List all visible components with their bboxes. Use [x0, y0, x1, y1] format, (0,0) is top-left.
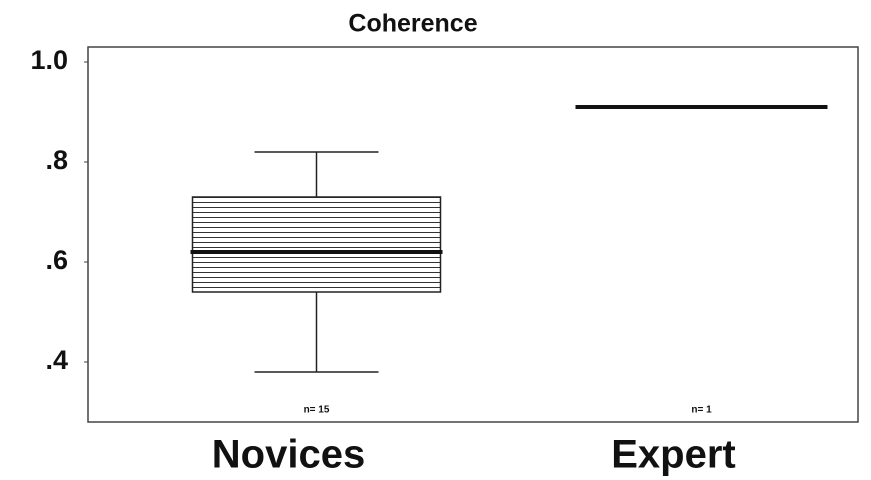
plot-frame: [87, 46, 859, 423]
chart-title: Coherence: [348, 10, 477, 38]
n-label: n= 1: [691, 405, 712, 416]
y-tick-label: .4: [45, 345, 68, 375]
x-tick-label: Novices: [212, 433, 365, 477]
y-tick-label: 1.0: [30, 45, 68, 75]
box: [191, 196, 442, 293]
x-tick-label: Expert: [611, 433, 736, 477]
y-tick-label: .6: [45, 245, 68, 275]
n-label: n= 15: [304, 405, 330, 416]
y-tick-label: .8: [45, 145, 68, 175]
